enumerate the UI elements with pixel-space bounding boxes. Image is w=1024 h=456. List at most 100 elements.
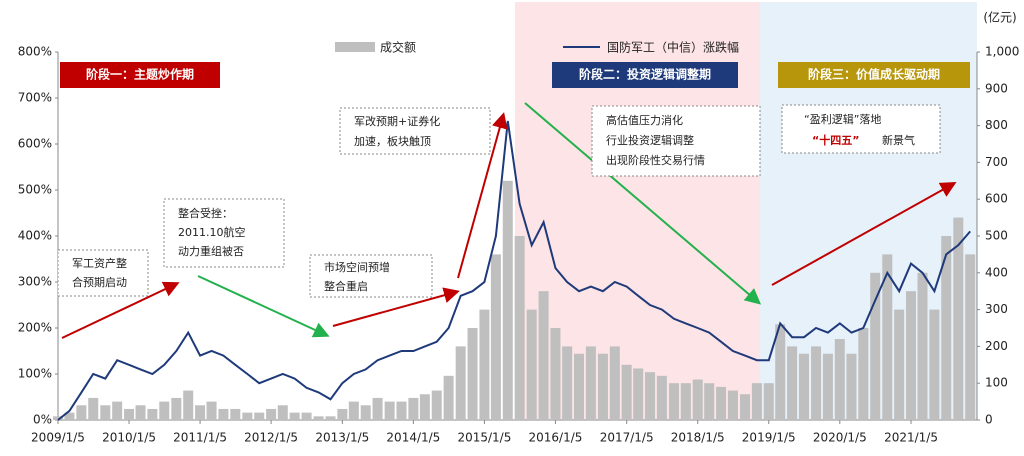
y2-tick-label: 200 — [985, 339, 1008, 353]
volume-bar — [135, 405, 146, 420]
volume-bar — [337, 408, 348, 420]
phase-label-bg — [552, 62, 738, 88]
annotation: 整合受挫： — [178, 206, 233, 220]
plot: 0% 100% 200% 300% 400% 500% 600% 700% 800% 0 100 20… — [18, 45, 1020, 445]
volume-bar — [668, 383, 679, 420]
x-tick-label: 2018/1/5 — [671, 431, 725, 445]
y2-tick-label: 900 — [985, 81, 1008, 95]
y2-tick-label: 300 — [985, 302, 1008, 316]
phase-label: 阶段二：投资逻辑调整期 — [579, 67, 711, 82]
volume-bar — [195, 405, 206, 420]
volume-bar — [384, 401, 395, 420]
volume-bar — [656, 375, 667, 420]
annotation: 市场空间预增 — [324, 260, 390, 274]
arrow — [457, 112, 508, 279]
annotation: 军工资产整 — [72, 256, 127, 270]
volume-bar — [64, 412, 75, 420]
volume-bar — [858, 328, 869, 420]
y-tick-label: 300% — [18, 275, 52, 289]
annotation: 高估值压力消化 — [606, 113, 683, 127]
annotation-box — [57, 249, 149, 297]
volume-bar — [348, 401, 359, 420]
annotation: 动力重组被否 — [178, 244, 244, 258]
x-tick-label: 2020/1/5 — [813, 431, 867, 445]
volume-bar — [585, 346, 596, 420]
volume-bar — [325, 416, 336, 420]
volume-bar — [633, 368, 644, 420]
volume-bar — [763, 383, 774, 420]
index-line — [57, 120, 971, 421]
volume-bar — [419, 394, 430, 420]
y2-tick-label: 100 — [985, 376, 1008, 390]
volume-bar — [396, 401, 407, 420]
y-tick-label: 800% — [18, 45, 52, 59]
legend-label: 国防军工（中信）涨跌幅 — [607, 40, 739, 55]
y2-tick-label: 0 — [985, 413, 993, 427]
annotation: 加速，板块触顶 — [354, 134, 431, 148]
annotation-box — [339, 107, 491, 155]
volume-bar — [716, 386, 727, 420]
volume-bar — [313, 416, 324, 420]
volume-bar — [301, 412, 312, 420]
y-tick-label: 400% — [18, 229, 52, 243]
annotation: 2011.10航空 — [178, 225, 246, 239]
volume-bar — [846, 353, 857, 420]
phase-label: 阶段一：主题炒作期 — [86, 67, 194, 82]
x-tick-label: 2012/1/5 — [244, 431, 298, 445]
volume-bar — [53, 416, 63, 420]
arrow — [332, 287, 460, 327]
volume-bar — [455, 346, 466, 420]
annotation: “盈利逻辑”落地 — [804, 112, 881, 126]
volume-bar — [124, 408, 135, 420]
volume-bar — [100, 405, 111, 420]
volume-bar — [562, 346, 573, 420]
volume-bar — [372, 397, 383, 420]
x-tick-label: 2017/1/5 — [600, 431, 654, 445]
volume-bar — [538, 291, 549, 420]
volume-bar — [360, 405, 371, 420]
volume-bar — [740, 394, 751, 420]
volume-bar — [479, 309, 490, 420]
volume-bar — [822, 353, 833, 420]
legend-label: 成交额 — [380, 40, 416, 55]
volume-bar — [645, 372, 656, 420]
volume-bar — [870, 272, 881, 420]
arrow — [771, 182, 957, 286]
volume-bar — [443, 375, 454, 420]
y2-unit: (亿元) — [983, 10, 1016, 25]
volume-bar — [775, 324, 786, 420]
y2-tick-label: 600 — [985, 192, 1008, 206]
x-tick-label: 2019/1/5 — [742, 431, 796, 445]
volume-bar — [289, 412, 300, 420]
x-tick-label: 2015/1/5 — [457, 431, 511, 445]
volume-bar — [727, 390, 738, 420]
y-tick-label: 700% — [18, 91, 52, 105]
volume-bar — [467, 328, 478, 420]
arrow — [61, 281, 180, 339]
annotation: 行业投资逻辑调整 — [606, 133, 694, 147]
annotation: “十四五” — [812, 133, 859, 147]
volume-bar — [787, 346, 798, 420]
volume-bar — [834, 339, 845, 420]
annotation: 新景气 — [882, 133, 915, 147]
volume-bar — [929, 309, 940, 420]
volume-bar — [621, 364, 632, 420]
volume-bar — [597, 353, 608, 420]
y2-tick-label: 500 — [985, 229, 1008, 243]
y2-tick-label: 400 — [985, 265, 1008, 279]
y-tick-label: 200% — [18, 321, 52, 335]
x-tick-label: 2013/1/5 — [315, 431, 369, 445]
annotation-box — [591, 105, 761, 177]
y2-tick-label: 1,000 — [985, 45, 1019, 59]
arrow — [197, 275, 330, 338]
volume-bar — [882, 254, 893, 420]
x-tick-label: 2021/1/5 — [884, 431, 938, 445]
annotation-box — [309, 254, 433, 298]
volume-bar — [183, 390, 194, 420]
volume-bar — [431, 390, 442, 420]
volume-bar — [277, 405, 288, 420]
volume-bar — [408, 397, 419, 420]
legend-swatch — [335, 42, 375, 52]
volume-bar — [751, 383, 762, 420]
